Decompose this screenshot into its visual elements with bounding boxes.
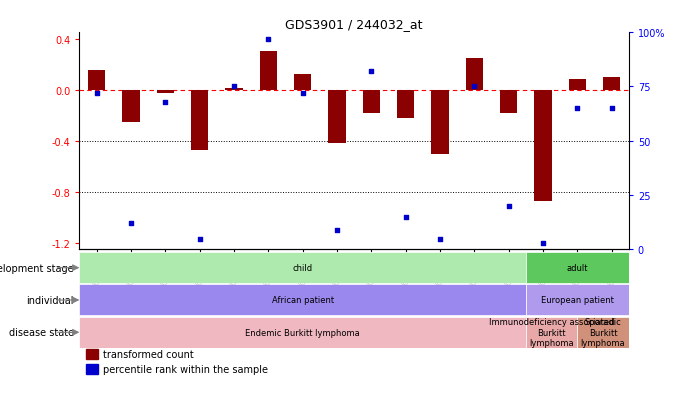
- Title: GDS3901 / 244032_at: GDS3901 / 244032_at: [285, 17, 423, 31]
- Text: transformed count: transformed count: [103, 349, 193, 359]
- Bar: [294, 75, 311, 90]
- Text: adult: adult: [567, 263, 588, 273]
- Bar: [86, 349, 98, 359]
- Bar: [328, 90, 346, 144]
- Bar: [363, 90, 380, 114]
- Text: African patient: African patient: [272, 296, 334, 305]
- FancyBboxPatch shape: [79, 285, 526, 316]
- Bar: [534, 90, 551, 202]
- Bar: [122, 90, 140, 122]
- Bar: [500, 90, 518, 114]
- FancyBboxPatch shape: [526, 285, 629, 316]
- FancyBboxPatch shape: [577, 317, 629, 348]
- Point: [229, 84, 240, 90]
- FancyBboxPatch shape: [526, 253, 629, 283]
- Point: [538, 240, 549, 247]
- Bar: [569, 80, 586, 90]
- Point: [160, 99, 171, 106]
- Text: European patient: European patient: [541, 296, 614, 305]
- Bar: [88, 71, 105, 90]
- Bar: [191, 90, 208, 150]
- Point: [366, 69, 377, 75]
- Bar: [431, 90, 448, 154]
- Text: development stage: development stage: [0, 263, 74, 273]
- FancyBboxPatch shape: [526, 317, 577, 348]
- Point: [194, 236, 205, 242]
- Bar: [86, 364, 98, 374]
- Text: child: child: [292, 263, 313, 273]
- Point: [91, 90, 102, 97]
- Bar: [397, 90, 414, 119]
- Bar: [260, 52, 277, 90]
- Bar: [603, 78, 621, 90]
- Point: [468, 84, 480, 90]
- FancyBboxPatch shape: [79, 253, 526, 283]
- Point: [332, 227, 343, 234]
- Point: [400, 214, 411, 221]
- Text: percentile rank within the sample: percentile rank within the sample: [103, 364, 268, 374]
- Point: [503, 203, 514, 210]
- Text: individual: individual: [26, 295, 74, 305]
- Text: Immunodeficiency associated
Burkitt
lymphoma: Immunodeficiency associated Burkitt lymp…: [489, 318, 614, 347]
- Point: [606, 106, 617, 112]
- Text: disease state: disease state: [9, 328, 74, 337]
- Point: [571, 106, 583, 112]
- Bar: [225, 89, 243, 90]
- Point: [435, 236, 446, 242]
- Point: [297, 90, 308, 97]
- Bar: [466, 59, 483, 90]
- Bar: [157, 90, 174, 94]
- Text: Sporadic
Burkitt
lymphoma: Sporadic Burkitt lymphoma: [580, 318, 625, 347]
- Point: [126, 221, 137, 227]
- Text: Endemic Burkitt lymphoma: Endemic Burkitt lymphoma: [245, 328, 360, 337]
- FancyBboxPatch shape: [79, 317, 526, 348]
- Point: [263, 36, 274, 43]
